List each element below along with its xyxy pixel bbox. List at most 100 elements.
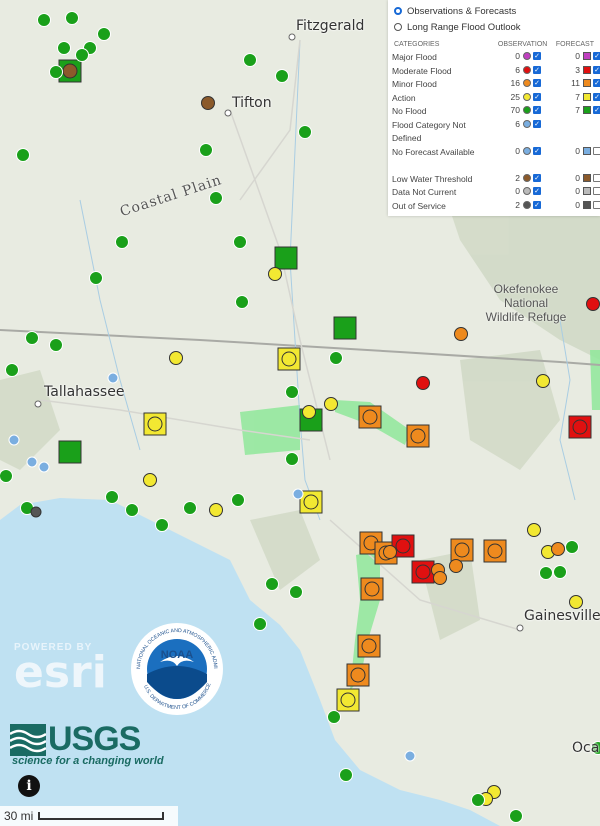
observation-checkbox[interactable]: ✓ [533, 119, 541, 128]
observation-marker[interactable] [509, 809, 523, 823]
observation-marker[interactable] [586, 297, 600, 311]
observation-marker[interactable] [565, 540, 579, 554]
observation-marker[interactable] [416, 376, 430, 390]
observation-marker[interactable] [553, 565, 567, 579]
observation-marker[interactable] [268, 267, 282, 281]
forecast-checkbox[interactable]: ✓ [593, 52, 600, 60]
observation-marker[interactable] [235, 295, 249, 309]
observation-marker[interactable] [57, 41, 71, 55]
observation-checkbox[interactable]: ✓ [533, 106, 541, 114]
forecast-checkbox[interactable] [593, 187, 600, 195]
forecast-marker[interactable] [333, 316, 357, 340]
observation-checkbox[interactable]: ✓ [533, 146, 541, 155]
observation-marker[interactable] [329, 351, 343, 365]
observation-marker[interactable] [183, 501, 197, 515]
observation-marker[interactable] [265, 577, 279, 591]
observation-marker[interactable] [147, 416, 163, 432]
observation-checkbox[interactable]: ✓ [533, 173, 541, 182]
observation-marker[interactable] [209, 191, 223, 205]
observation-marker[interactable] [454, 327, 468, 341]
observation-marker[interactable] [433, 571, 447, 585]
observation-marker[interactable] [324, 397, 338, 411]
observation-marker[interactable] [362, 409, 378, 425]
observation-marker[interactable] [285, 452, 299, 466]
observation-marker[interactable] [38, 461, 50, 473]
observation-checkbox[interactable]: ✓ [533, 65, 541, 74]
observation-marker[interactable] [350, 667, 366, 683]
observation-marker[interactable] [49, 338, 63, 352]
observation-marker[interactable] [105, 490, 119, 504]
observation-marker[interactable] [569, 595, 583, 609]
observation-marker[interactable] [26, 456, 38, 468]
observation-marker[interactable] [410, 428, 426, 444]
forecast-marker[interactable] [58, 440, 82, 464]
observation-marker[interactable] [0, 469, 13, 483]
observation-marker[interactable] [169, 351, 183, 365]
observation-marker[interactable] [487, 543, 503, 559]
observation-marker[interactable] [30, 506, 42, 518]
forecast-marker[interactable] [274, 246, 298, 270]
observation-marker[interactable] [303, 494, 319, 510]
observation-marker[interactable] [155, 518, 169, 532]
forecast-checkbox[interactable] [593, 146, 600, 155]
observation-checkbox[interactable]: ✓ [533, 52, 541, 60]
observation-marker[interactable] [404, 750, 416, 762]
forecast-checkbox[interactable] [593, 200, 600, 209]
observation-marker[interactable] [551, 542, 565, 556]
observation-marker[interactable] [231, 493, 245, 507]
observation-marker[interactable] [62, 63, 78, 79]
observation-marker[interactable] [199, 143, 213, 157]
observation-checkbox[interactable]: ✓ [533, 200, 541, 209]
radio-unselected-icon[interactable] [394, 23, 402, 31]
forecast-checkbox[interactable]: ✓ [593, 92, 600, 101]
observation-marker[interactable] [143, 473, 157, 487]
observation-marker[interactable] [243, 53, 257, 67]
info-button[interactable]: i [18, 775, 40, 797]
observation-marker[interactable] [16, 148, 30, 162]
observation-marker[interactable] [5, 363, 19, 377]
mode-long-range-outlook[interactable]: Long Range Flood Outlook [388, 19, 600, 35]
mode-observations-forecasts[interactable]: Observations & Forecasts [388, 3, 600, 19]
observation-marker[interactable] [454, 542, 470, 558]
observation-marker[interactable] [361, 638, 377, 654]
observation-marker[interactable] [536, 374, 550, 388]
observation-marker[interactable] [97, 27, 111, 41]
forecast-checkbox[interactable]: ✓ [593, 79, 600, 87]
observation-marker[interactable] [201, 96, 215, 110]
observation-marker[interactable] [275, 69, 289, 83]
observation-marker[interactable] [449, 559, 463, 573]
observation-marker[interactable] [209, 503, 223, 517]
observation-marker[interactable] [89, 271, 103, 285]
observation-marker[interactable] [75, 48, 89, 62]
observation-marker[interactable] [65, 11, 79, 25]
observation-marker[interactable] [285, 385, 299, 399]
observation-marker[interactable] [471, 793, 485, 807]
observation-marker[interactable] [253, 617, 267, 631]
observation-marker[interactable] [281, 351, 297, 367]
observation-checkbox[interactable]: ✓ [533, 92, 541, 101]
forecast-checkbox[interactable]: ✓ [593, 65, 600, 74]
observation-checkbox[interactable]: ✓ [533, 187, 541, 195]
observation-marker[interactable] [302, 405, 316, 419]
observation-marker[interactable] [339, 768, 353, 782]
observation-marker[interactable] [383, 545, 397, 559]
observation-marker[interactable] [292, 488, 304, 500]
observation-checkbox[interactable]: ✓ [533, 79, 541, 87]
observation-marker[interactable] [8, 434, 20, 446]
observation-marker[interactable] [115, 235, 129, 249]
observation-marker[interactable] [340, 692, 356, 708]
observation-marker[interactable] [395, 538, 411, 554]
observation-marker[interactable] [527, 523, 541, 537]
observation-marker[interactable] [125, 503, 139, 517]
observation-marker[interactable] [327, 710, 341, 724]
observation-marker[interactable] [298, 125, 312, 139]
observation-marker[interactable] [572, 419, 588, 435]
forecast-checkbox[interactable]: ✓ [593, 106, 600, 114]
observation-marker[interactable] [49, 65, 63, 79]
radio-selected-icon[interactable] [394, 7, 402, 15]
observation-marker[interactable] [233, 235, 247, 249]
observation-marker[interactable] [25, 331, 39, 345]
observation-marker[interactable] [107, 372, 119, 384]
observation-marker[interactable] [289, 585, 303, 599]
observation-marker[interactable] [591, 741, 600, 755]
